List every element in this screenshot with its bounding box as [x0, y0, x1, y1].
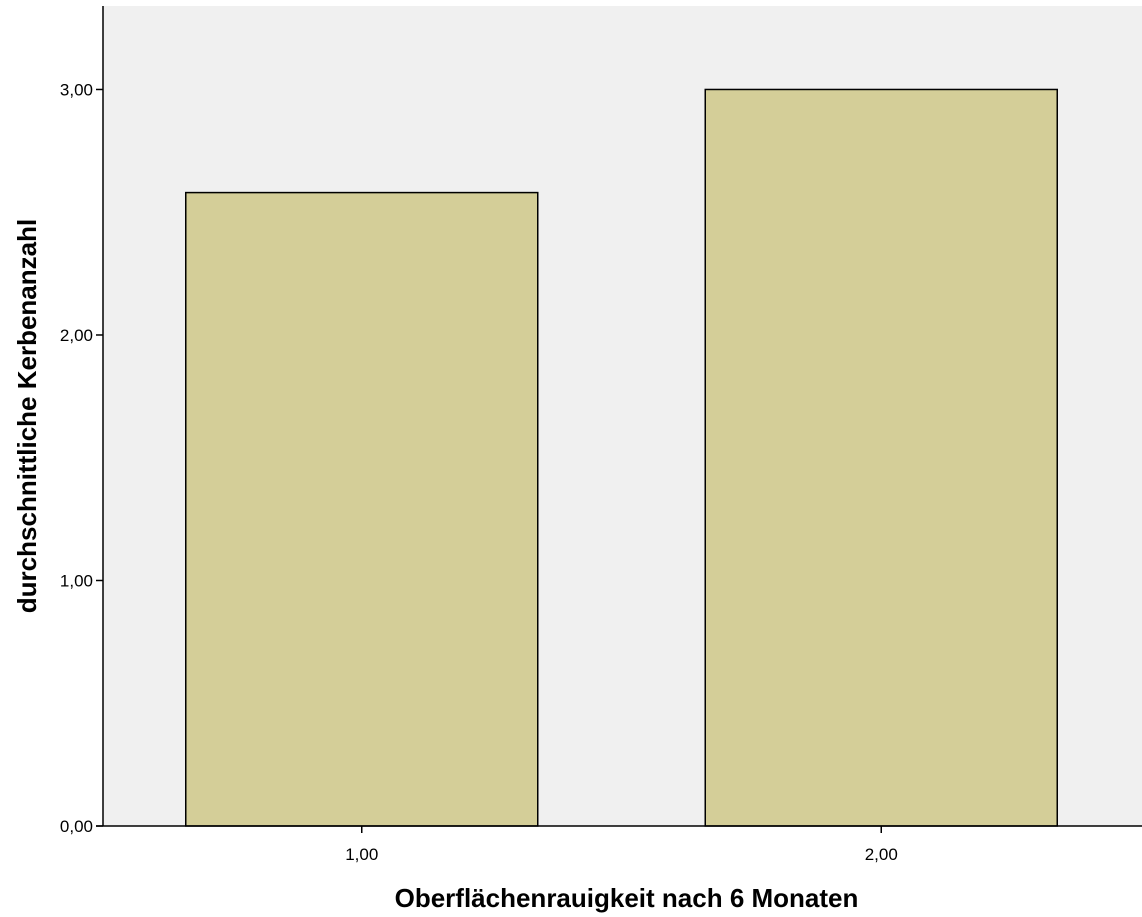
- bars-group: [185, 88, 1058, 827]
- bar-1: [185, 191, 539, 827]
- bar-2: [704, 88, 1058, 827]
- x-axis-title: Oberflächenrauigkeit nach 6 Monaten: [395, 883, 859, 913]
- x-tick-label: 2,00: [865, 845, 898, 864]
- x-tick-label: 1,00: [345, 845, 378, 864]
- y-axis: 0,00 1,00 2,00 3,00: [60, 6, 104, 836]
- y-tick-label: 0,00: [60, 817, 93, 836]
- x-axis: 1,00 2,00: [96, 825, 1142, 864]
- y-tick-label: 2,00: [60, 326, 93, 345]
- y-tick-label: 1,00: [60, 571, 93, 590]
- y-axis-title: durchschnittliche Kerbenanzahl: [12, 219, 42, 613]
- y-tick-label: 3,00: [60, 80, 93, 99]
